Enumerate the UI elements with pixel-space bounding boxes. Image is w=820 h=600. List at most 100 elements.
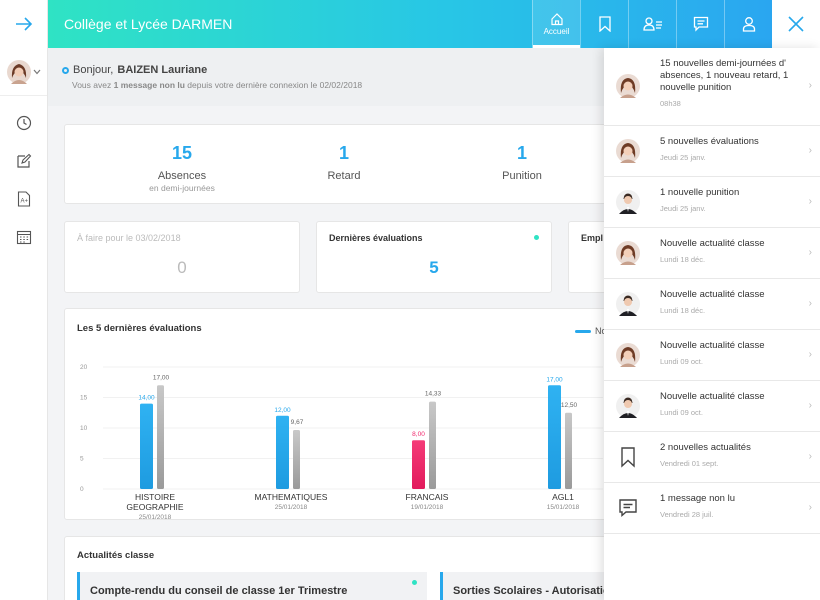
bar-class-average <box>293 430 300 489</box>
status-dot-icon <box>62 66 69 74</box>
close-panel-button[interactable] <box>772 0 820 48</box>
todo-count: 0 <box>177 258 187 277</box>
bar-value-label: 12,00 <box>274 407 291 414</box>
notification-body: 1 message non lu Vendredi 28 juil. <box>640 483 759 519</box>
avatar <box>616 190 640 214</box>
notification-body: Nouvelle actualité classe Lundi 18 déc. <box>640 228 789 264</box>
nav-profile-button[interactable] <box>724 0 772 48</box>
x-date-label: 15/01/2018 <box>547 504 580 511</box>
unread-label[interactable]: message non lu <box>118 80 185 90</box>
notification-body: Nouvelle actualité classe Lundi 09 oct. <box>640 381 789 417</box>
notification-title: 2 nouvelles actualités <box>660 442 751 453</box>
sidebar-item-calendar[interactable] <box>0 218 47 256</box>
notification-avatar <box>616 445 640 469</box>
bar-student <box>548 385 561 489</box>
absences-count: 15 <box>171 143 193 163</box>
chevron-right-icon: › <box>808 144 812 156</box>
notification-date: Vendredi 01 sept. <box>660 459 719 468</box>
bar-value-label: 17,00 <box>153 374 170 381</box>
evaluations-chart-card: Les 5 dernières évaluations No 0 5 10 15 20 1… <box>64 308 624 521</box>
student-name: BAIZEN Lauriane <box>117 64 208 76</box>
avatar <box>616 241 640 265</box>
notification-item[interactable]: Nouvelle actualité classe Lundi 09 oct. › <box>604 381 820 432</box>
y-tick-label: 15 <box>80 395 88 402</box>
sidebar-item-grades[interactable]: A+ <box>0 180 47 218</box>
notification-title: 1 nouvelle punition <box>660 187 740 198</box>
chevron-right-icon: › <box>808 195 812 207</box>
nav-bookmark-button[interactable] <box>580 0 628 48</box>
news-item[interactable]: Compte-rendu du conseil de classe 1er Tr… <box>77 572 427 600</box>
notification-date: Vendredi 28 juil. <box>660 510 714 519</box>
calendar-icon <box>16 230 31 245</box>
y-tick-label: 0 <box>80 486 84 493</box>
avatar <box>616 394 640 418</box>
nav-messages-button[interactable] <box>676 0 724 48</box>
x-category-label: AGL1 <box>552 492 574 502</box>
notification-avatar <box>616 74 640 98</box>
chevron-down-icon <box>33 69 40 74</box>
retard-label: Retard <box>327 170 361 182</box>
bar-value-label: 9,67 <box>291 419 304 426</box>
news-title: Actualités classe <box>77 550 155 561</box>
summary-card[interactable]: 15 Absences en demi-journées 1 Retard 1 … <box>64 124 624 204</box>
chevron-right-icon: › <box>808 348 812 360</box>
evaluations-title: Dernières évaluations <box>329 233 423 243</box>
x-category-label: HISTOIRE <box>135 492 175 502</box>
top-bar: Collège et Lycée DARMEN Accueil <box>0 0 820 48</box>
notification-avatar <box>616 292 640 316</box>
expand-menu-button[interactable] <box>0 0 48 48</box>
news-item[interactable]: Sorties Scolaires - Autorisation <box>440 572 625 600</box>
x-date-label: 25/01/2018 <box>139 514 172 521</box>
chart-legend[interactable]: No <box>575 326 607 336</box>
notification-item[interactable]: Nouvelle actualité classe Lundi 09 oct. › <box>604 330 820 381</box>
bar-class-average <box>157 385 164 489</box>
profile-menu-button[interactable] <box>0 48 47 96</box>
notification-title: 15 nouvelles demi-journées d' absences, … <box>660 58 789 93</box>
notification-item[interactable]: 5 nouvelles évaluations Jeudi 25 janv. › <box>604 126 820 177</box>
notification-title: Nouvelle actualité classe <box>660 289 765 300</box>
chevron-right-icon: › <box>808 246 812 258</box>
notification-item[interactable]: 15 nouvelles demi-journées d' absences, … <box>604 48 820 126</box>
nav-home-button[interactable]: Accueil <box>532 0 580 48</box>
evaluations-card[interactable]: Dernières évaluations 5 <box>316 221 552 293</box>
notification-avatar <box>616 394 640 418</box>
chevron-right-icon: › <box>808 297 812 309</box>
notifications-panel: 15 nouvelles demi-journées d' absences, … <box>604 48 820 600</box>
notification-date: Lundi 09 oct. <box>660 357 703 366</box>
notification-item[interactable]: 1 message non lu Vendredi 28 juil. › <box>604 483 820 534</box>
todo-card[interactable]: À faire pour le 03/02/2018 0 <box>64 221 300 293</box>
bookmark-icon <box>598 16 611 32</box>
bar-value-label: 14,33 <box>425 391 442 398</box>
y-tick-label: 20 <box>80 364 88 371</box>
notification-item[interactable]: Nouvelle actualité classe Lundi 18 déc. › <box>604 279 820 330</box>
nav-user-list-button[interactable] <box>628 0 676 48</box>
nav-home-label: Accueil <box>543 27 570 36</box>
notification-body: Nouvelle actualité classe Lundi 18 déc. <box>640 279 789 315</box>
x-date-label: 19/01/2018 <box>411 504 444 511</box>
arrow-right-icon <box>15 17 32 31</box>
timetable-title: Empl <box>581 233 604 243</box>
bar-value-label: 8,00 <box>412 431 425 438</box>
notification-item[interactable]: 1 nouvelle punition Jeudi 25 janv. › <box>604 177 820 228</box>
edit-icon <box>16 153 31 168</box>
absences-sublabel: en demi-journées <box>149 183 215 193</box>
notification-item[interactable]: 2 nouvelles actualités Vendredi 01 sept. › <box>604 432 820 483</box>
punition-count: 1 <box>516 143 527 163</box>
bar-value-label: 14,00 <box>138 395 155 402</box>
notification-title: Nouvelle actualité classe <box>660 391 765 402</box>
sidebar-item-homework[interactable] <box>0 142 47 180</box>
notification-avatar <box>616 343 640 367</box>
news-item-title: Sorties Scolaires - Autorisation <box>453 585 617 597</box>
chevron-right-icon: › <box>808 80 812 91</box>
sidebar-item-timetable[interactable] <box>0 104 47 142</box>
absences-stat[interactable]: 15 Absences en demi-journées <box>122 143 242 193</box>
notification-date: Jeudi 25 janv. <box>660 204 706 213</box>
y-tick-label: 10 <box>80 425 88 432</box>
punition-stat[interactable]: 1 Punition <box>462 143 582 182</box>
notification-body: 5 nouvelles évaluations Jeudi 25 janv. <box>640 126 783 162</box>
notification-item[interactable]: Nouvelle actualité classe Lundi 18 déc. › <box>604 228 820 279</box>
bar-value-label: 17,00 <box>546 376 563 383</box>
main-content: Bonjour, BAIZEN Lauriane Vous avez 1 mes… <box>48 48 820 600</box>
retard-stat[interactable]: 1 Retard <box>284 143 404 182</box>
